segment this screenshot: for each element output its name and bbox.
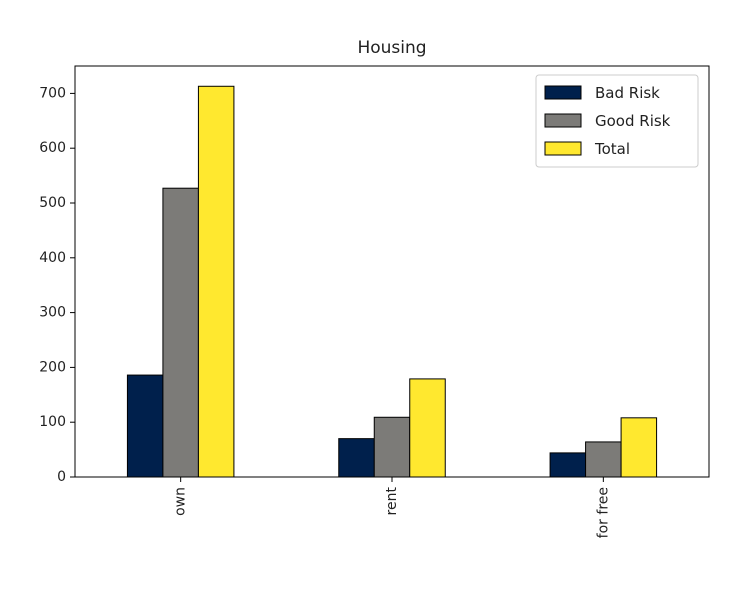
y-tick-label: 700 [39,85,66,101]
y-tick-label: 400 [39,250,66,266]
bar-own-bad-risk [126,374,164,478]
bar-rent-bad-risk [338,438,375,478]
legend-swatch [544,113,582,128]
y-tick-label: 200 [39,359,66,375]
y-tick-label: 500 [39,195,66,211]
chart-title: Housing [357,38,426,58]
y-tick-label: 100 [39,414,66,430]
bar-own-total [197,85,235,478]
legend: Bad Risk Good Risk Total [535,74,699,168]
bar-own-good-risk [162,187,199,478]
x-axis: own rent for free [173,477,611,538]
bar-for-free-good-risk [585,441,622,478]
x-tick-label: rent [384,487,400,516]
bar-rent-total [409,378,446,478]
y-axis: 0 100 200 300 400 500 600 700 [39,85,75,485]
x-tick-label: for free [595,487,611,538]
legend-swatch [544,85,582,100]
y-tick-label: 0 [57,469,66,485]
bars-group [126,85,658,478]
legend-label: Total [594,140,630,158]
bar-rent-good-risk [373,416,411,478]
bar-for-free-total [620,417,658,478]
bar-for-free-bad-risk [549,452,587,478]
legend-swatch [544,141,582,156]
y-tick-label: 300 [39,305,66,321]
y-tick-label: 600 [39,140,66,156]
legend-label: Bad Risk [595,84,660,102]
plot-frame [74,65,710,478]
legend-label: Good Risk [595,112,671,130]
x-tick-label: own [173,487,189,516]
